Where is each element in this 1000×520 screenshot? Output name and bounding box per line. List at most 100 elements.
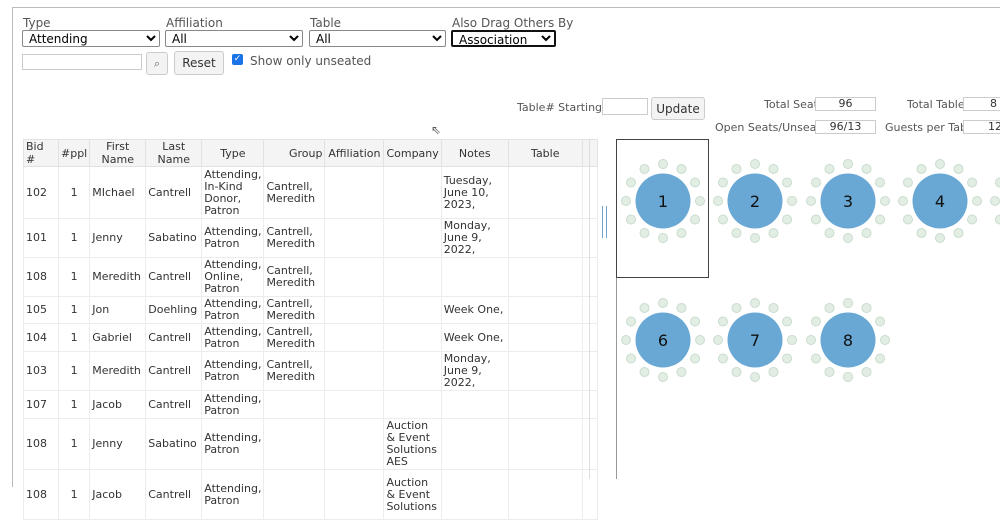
seat[interactable] [995,215,1000,224]
table-number: 8 [843,331,853,350]
seat[interactable] [732,164,741,173]
seat[interactable] [862,303,871,312]
seat[interactable] [718,178,727,187]
seat[interactable] [788,197,797,206]
seat[interactable] [783,317,792,326]
seat[interactable] [732,368,741,377]
seat[interactable] [783,178,792,187]
cell-group [264,470,325,520]
seat[interactable] [968,215,977,224]
seat[interactable] [862,164,871,173]
seat[interactable] [659,373,668,382]
seat[interactable] [917,229,926,238]
seat[interactable] [862,229,871,238]
seat[interactable] [954,229,963,238]
cell-type: Attending, Patron [202,470,264,520]
seat[interactable] [788,336,797,345]
seat[interactable] [954,164,963,173]
seat[interactable] [714,197,723,206]
seating-table-8[interactable]: 8 [807,299,890,382]
seating-chart: 12345678 [0,0,1000,476]
seat[interactable] [899,197,908,206]
seat[interactable] [844,373,853,382]
seat[interactable] [751,234,760,243]
seat[interactable] [936,160,945,169]
seating-table-3[interactable]: 3 [807,160,890,243]
seat[interactable] [844,299,853,308]
seat[interactable] [825,303,834,312]
seat[interactable] [751,373,760,382]
seat[interactable] [811,215,820,224]
seat[interactable] [807,197,816,206]
seat[interactable] [811,354,820,363]
seat[interactable] [881,336,890,345]
seat[interactable] [769,368,778,377]
seat[interactable] [769,164,778,173]
seat[interactable] [769,229,778,238]
seat[interactable] [995,178,1000,187]
seat[interactable] [825,368,834,377]
seat[interactable] [718,215,727,224]
seat[interactable] [876,354,885,363]
seat[interactable] [783,354,792,363]
seat[interactable] [876,215,885,224]
cell-first-name: Jacob [90,470,146,520]
seat[interactable] [876,317,885,326]
cell-affiliation [325,470,384,520]
seat[interactable] [903,178,912,187]
seat[interactable] [718,317,727,326]
seat[interactable] [677,303,686,312]
seating-table-4[interactable]: 4 [899,160,982,243]
seat[interactable] [973,197,982,206]
seat[interactable] [968,178,977,187]
seat[interactable] [769,303,778,312]
selected-table-outline [616,139,709,278]
seat[interactable] [807,336,816,345]
seat[interactable] [640,368,649,377]
seat[interactable] [825,164,834,173]
seat[interactable] [691,354,700,363]
cell-company: Auction & Event Solutions [384,470,441,520]
seat[interactable] [811,178,820,187]
seat[interactable] [917,164,926,173]
seat[interactable] [844,234,853,243]
seat[interactable] [714,336,723,345]
seat[interactable] [696,336,705,345]
seat[interactable] [732,303,741,312]
seating-table-5[interactable]: 5 [991,160,1000,243]
seat[interactable] [751,299,760,308]
seat[interactable] [903,215,912,224]
table-number: 4 [935,192,945,211]
cell-ppl: 1 [59,470,90,520]
seat[interactable] [626,317,635,326]
seat[interactable] [881,197,890,206]
seat[interactable] [936,234,945,243]
seating-table-6[interactable]: 6 [622,299,705,382]
seating-table-7[interactable]: 7 [714,299,797,382]
seat[interactable] [691,317,700,326]
table-number: 6 [658,331,668,350]
cell-table [508,470,582,520]
cell-last-name: Cantrell [146,470,202,520]
table-number: 3 [843,192,853,211]
seat[interactable] [862,368,871,377]
table-number: 7 [750,331,760,350]
seat[interactable] [811,317,820,326]
seat[interactable] [659,299,668,308]
seat[interactable] [732,229,741,238]
seat[interactable] [626,354,635,363]
seat[interactable] [622,336,631,345]
seat[interactable] [876,178,885,187]
seat[interactable] [718,354,727,363]
seat[interactable] [640,303,649,312]
seat[interactable] [844,160,853,169]
seat[interactable] [825,229,834,238]
seat[interactable] [991,197,1000,206]
seat[interactable] [751,160,760,169]
cell-bid: 108 [24,470,59,520]
seating-table-2[interactable]: 2 [714,160,797,243]
seat[interactable] [783,215,792,224]
table-number: 2 [750,192,760,211]
seat[interactable] [677,368,686,377]
